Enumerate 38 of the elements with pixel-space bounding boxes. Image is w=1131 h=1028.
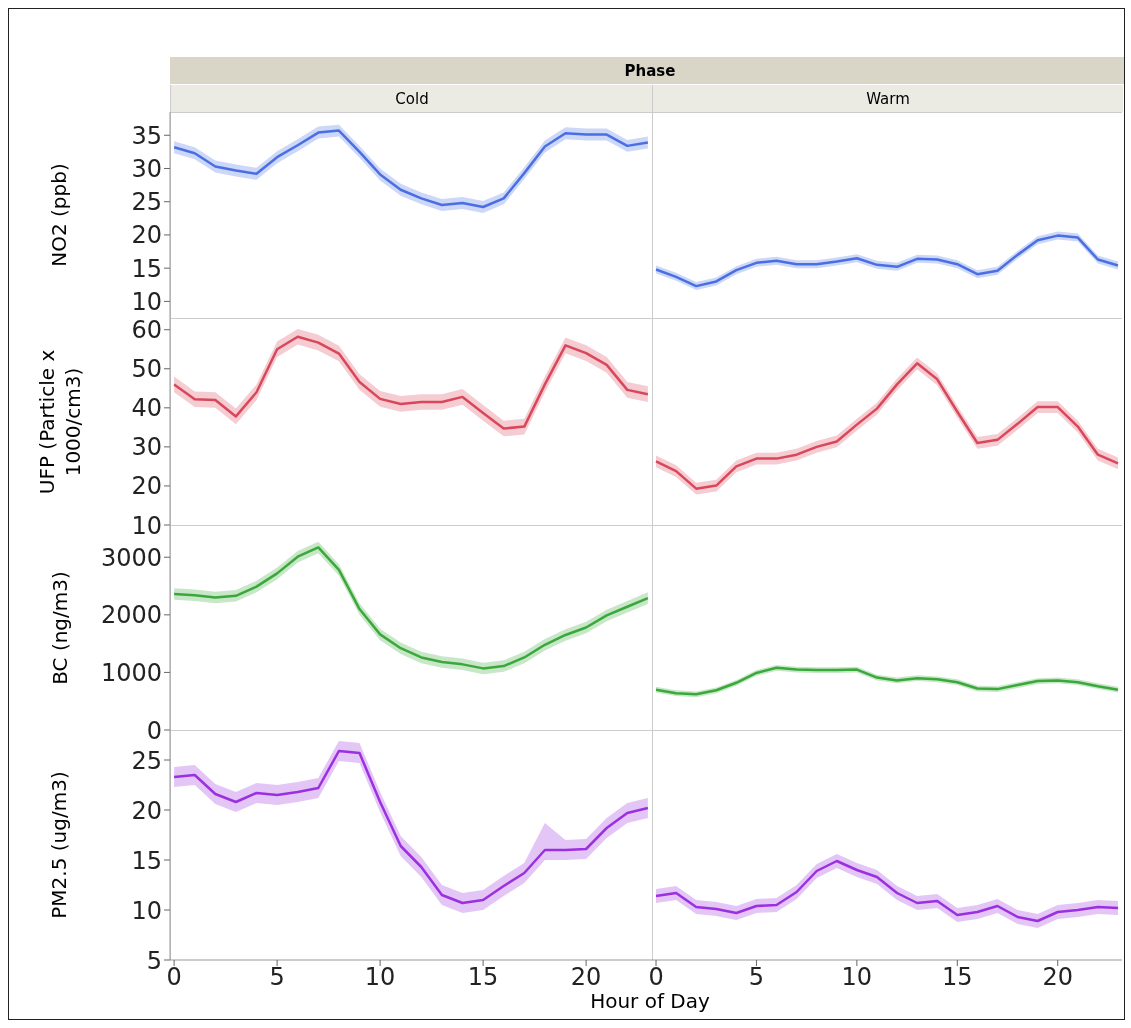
x-tick-label: 5 — [748, 963, 765, 992]
x-tick-label: 5 — [269, 963, 285, 992]
x-tick-label: 20 — [1042, 963, 1073, 992]
text: Phase — [624, 61, 676, 80]
y-tick-label: 15 — [131, 254, 162, 283]
x-tick-label: 0 — [166, 963, 182, 992]
x-tick-label: 0 — [648, 963, 664, 992]
y-tick-label: 1000 — [100, 658, 162, 687]
y-axis-title: NO2 (ppb) — [46, 162, 72, 269]
x-axis-title: Hour of Day — [590, 989, 710, 1013]
y-tick-label: 15 — [131, 846, 162, 875]
y-tick-label: 20 — [131, 472, 162, 501]
chart-title: Cold — [170, 85, 653, 112]
y-tick-label: 10 — [131, 287, 162, 316]
y-axis-title: UFP (Particle x 1000/cm3) — [33, 348, 85, 496]
y-tick-label: 10 — [131, 511, 162, 540]
x-tick-label: 10 — [841, 963, 873, 992]
y-tick-label: 35 — [131, 121, 162, 150]
y-tick-label: 3000 — [100, 543, 162, 572]
x-tick-label: 20 — [570, 963, 602, 992]
y-tick-label: 60 — [131, 316, 162, 345]
y-tick-label: 30 — [131, 433, 162, 462]
chart-title: Warm — [652, 85, 1123, 112]
x-tick-label: 15 — [467, 963, 499, 992]
y-tick-label: 10 — [131, 896, 162, 925]
y-tick-label: 20 — [131, 796, 162, 825]
x-tick-label: 15 — [942, 963, 973, 992]
y-tick-label: 0 — [146, 716, 162, 745]
y-tick-label: 25 — [131, 746, 162, 775]
y-tick-label: 30 — [131, 155, 162, 183]
y-tick-label: 40 — [131, 394, 162, 423]
x-tick-label: 10 — [364, 963, 396, 992]
y-tick-label: 2000 — [100, 601, 162, 630]
y-tick-label: 50 — [131, 355, 162, 384]
y-axis-title: BC (ng/m3) — [46, 569, 72, 687]
y-tick-label: 25 — [131, 188, 162, 217]
y-axis-title: PM2.5 (ug/m3) — [46, 770, 72, 921]
y-tick-label: 20 — [131, 221, 162, 250]
